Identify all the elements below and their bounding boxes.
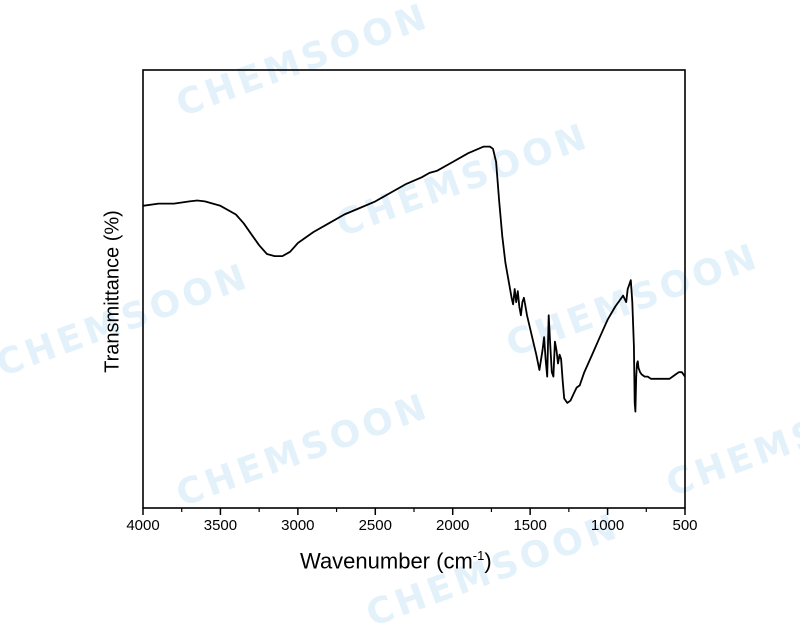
x-axis-title-close: ) — [484, 548, 492, 574]
x-axis-title-text: Wavenumber (cm — [300, 548, 473, 574]
x-axis-title-superscript: -1 — [472, 548, 485, 563]
x-tick-label: 3000 — [281, 517, 315, 534]
x-tick-label: 4000 — [126, 517, 160, 534]
x-tick-label: 500 — [672, 517, 698, 534]
x-axis-title: Wavenumber (cm-1) — [300, 548, 492, 574]
x-tick-label: 2500 — [358, 517, 392, 534]
spectrum-line — [142, 145, 686, 413]
x-tick-label: 1500 — [513, 517, 547, 534]
x-tick-label: 2000 — [436, 517, 470, 534]
plot-frame — [142, 69, 686, 509]
y-axis-title: Transmittance (%) — [101, 210, 124, 373]
x-tick-label: 3500 — [203, 517, 238, 534]
ir-spectrum-chart — [142, 69, 686, 515]
x-tick-label: 1000 — [590, 517, 625, 534]
x-axis-ticks — [142, 508, 686, 515]
